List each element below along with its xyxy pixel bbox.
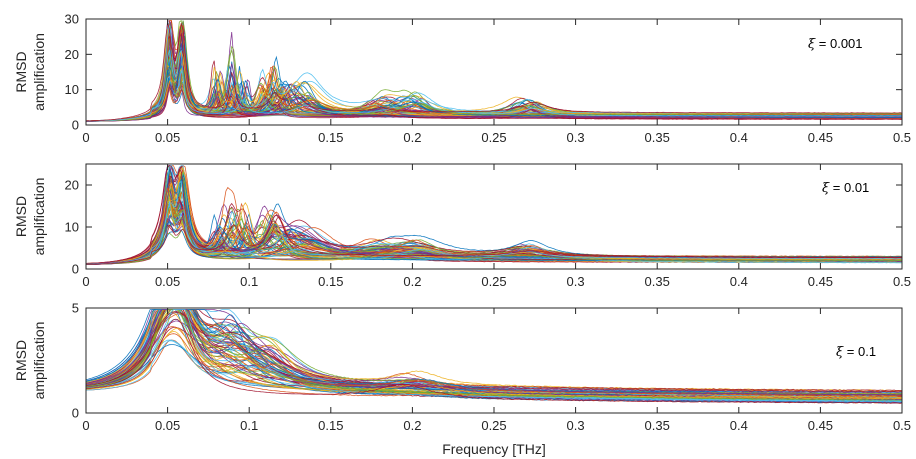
panel-1-xtick-label: 0.2 <box>403 130 421 145</box>
x-axis-label: Frequency [THz] <box>442 441 545 457</box>
panel-2-ytick-label: 10 <box>65 220 79 235</box>
panel-2-series-line <box>86 188 902 265</box>
panel-1-xi-value: = 0.001 <box>815 36 862 51</box>
panel-2-series-line <box>86 180 902 265</box>
panel-2-xtick-label: 0.3 <box>567 274 585 289</box>
panel-3-series-group <box>86 309 902 404</box>
panel-1-ylabel-line-2: amplification <box>31 33 47 111</box>
panel-1-ylabel-line-1: RMSD <box>13 51 29 92</box>
panel-1: 0 0.05 0.1 0.15 0.2 0.25 0.3 0.35 0.4 0.45 0.5 0 10 2… <box>13 12 911 146</box>
panel-1-ticks: 0 0.05 0.1 0.15 0.2 0.25 0.3 0.35 0.4 0.45 0.5 0 10 2… <box>65 12 912 146</box>
panel-3-xtick-label: 0.45 <box>808 418 833 433</box>
panel-3-xtick-label: 0.3 <box>567 418 585 433</box>
panel-1-ytick-label: 10 <box>65 82 79 97</box>
panel-2-xtick-label: 0 <box>82 274 89 289</box>
panel-2-xi-symbol: ξ <box>822 181 830 196</box>
panel-3-xi-symbol: ξ <box>836 345 844 360</box>
panel-2-ytick-label: 20 <box>65 178 79 193</box>
panel-3-xtick-label: 0.05 <box>155 418 180 433</box>
panel-2-xtick-label: 0.25 <box>481 274 506 289</box>
panel-1-xtick-label: 0.1 <box>240 130 258 145</box>
panel-1-series-line <box>86 25 902 122</box>
panel-2-xtick-label: 0.4 <box>730 274 748 289</box>
panel-2-xtick-label: 0.1 <box>240 274 258 289</box>
panel-2-xi-value: = 0.01 <box>829 180 869 195</box>
panel-1-xtick-label: 0 <box>82 130 89 145</box>
panel-3-ylabel-line-2: amplification <box>31 322 47 400</box>
panel-3-xtick-label: 0.15 <box>318 418 343 433</box>
panel-3-xtick-label: 0.5 <box>893 418 911 433</box>
panel-2-damping-annotation: ξ = 0.01 <box>822 180 869 196</box>
panel-2-ylabel-line-2: amplification <box>31 178 47 256</box>
panel-1-xi-symbol: ξ <box>808 37 816 52</box>
panel-1-series-line <box>86 22 902 122</box>
panel-3-xtick-label: 0.35 <box>645 418 670 433</box>
panel-1-xtick-label: 0.05 <box>155 130 180 145</box>
panel-2-series-line <box>86 214 902 265</box>
panel-1-xtick-label: 0.25 <box>481 130 506 145</box>
panel-2-xtick-label: 0.5 <box>893 274 911 289</box>
panel-3-xtick-label: 0.1 <box>240 418 258 433</box>
panel-3: 0 0.05 0.1 0.15 0.2 0.25 0.3 0.35 0.4 0.45 0.5 0 5 R… <box>13 301 911 458</box>
panel-3-ticks: 0 0.05 0.1 0.15 0.2 0.25 0.3 0.35 0.4 0.45 0.5 0 5 <box>72 301 911 434</box>
panel-2-xtick-label: 0.05 <box>155 274 180 289</box>
panel-1-xtick-label: 0.15 <box>318 130 343 145</box>
panel-3-ytick-label: 0 <box>72 406 79 421</box>
panel-3-xi-value: = 0.1 <box>843 344 876 359</box>
panel-1-series-group <box>86 19 902 122</box>
panel-2: 0 0.05 0.1 0.15 0.2 0.25 0.3 0.35 0.4 0.45 0.5 0 10 2… <box>13 163 911 289</box>
panel-3-series-line <box>86 309 902 402</box>
panel-3-ylabel-line-1: RMSD <box>13 340 29 381</box>
panel-1-xtick-label: 0.4 <box>730 130 748 145</box>
panel-1-ytick-label: 0 <box>72 118 79 133</box>
panel-3-ytick-label: 5 <box>72 301 79 316</box>
panel-1-xtick-label: 0.45 <box>808 130 833 145</box>
panel-3-damping-annotation: ξ = 0.1 <box>836 344 876 360</box>
panel-3-series-line <box>86 309 902 401</box>
panel-3-series-line <box>86 309 902 396</box>
panel-1-series-line <box>86 45 902 122</box>
panel-1-xtick-label: 0.5 <box>893 130 911 145</box>
panel-3-series-line <box>86 333 902 397</box>
panel-3-xtick-label: 0.4 <box>730 418 748 433</box>
panel-3-xtick-label: 0.25 <box>481 418 506 433</box>
panel-1-xtick-label: 0.35 <box>645 130 670 145</box>
panel-2-ticks: 0 0.05 0.1 0.15 0.2 0.25 0.3 0.35 0.4 0.45 0.5 0 10 2… <box>65 164 911 289</box>
panel-1-series-line <box>86 63 902 122</box>
panel-3-xtick-label: 0 <box>82 418 89 433</box>
panel-2-ytick-label: 0 <box>72 262 79 277</box>
panel-2-xtick-label: 0.35 <box>645 274 670 289</box>
panel-3-series-line <box>86 327 902 400</box>
panel-2-xtick-label: 0.15 <box>318 274 343 289</box>
panel-3-series-line <box>86 310 902 393</box>
panel-1-ytick-label: 30 <box>65 12 79 27</box>
panel-1-damping-annotation: ξ = 0.001 <box>808 36 863 52</box>
panel-1-series-line <box>86 65 902 122</box>
panel-3-xtick-label: 0.2 <box>403 418 421 433</box>
panel-2-series-group <box>86 165 902 265</box>
panel-3-series-line <box>86 318 902 404</box>
panel-2-xtick-label: 0.2 <box>403 274 421 289</box>
panel-1-ytick-label: 20 <box>65 47 79 62</box>
panel-1-xtick-label: 0.3 <box>567 130 585 145</box>
panel-2-ylabel-line-1: RMSD <box>13 196 29 237</box>
panel-2-xtick-label: 0.45 <box>808 274 833 289</box>
